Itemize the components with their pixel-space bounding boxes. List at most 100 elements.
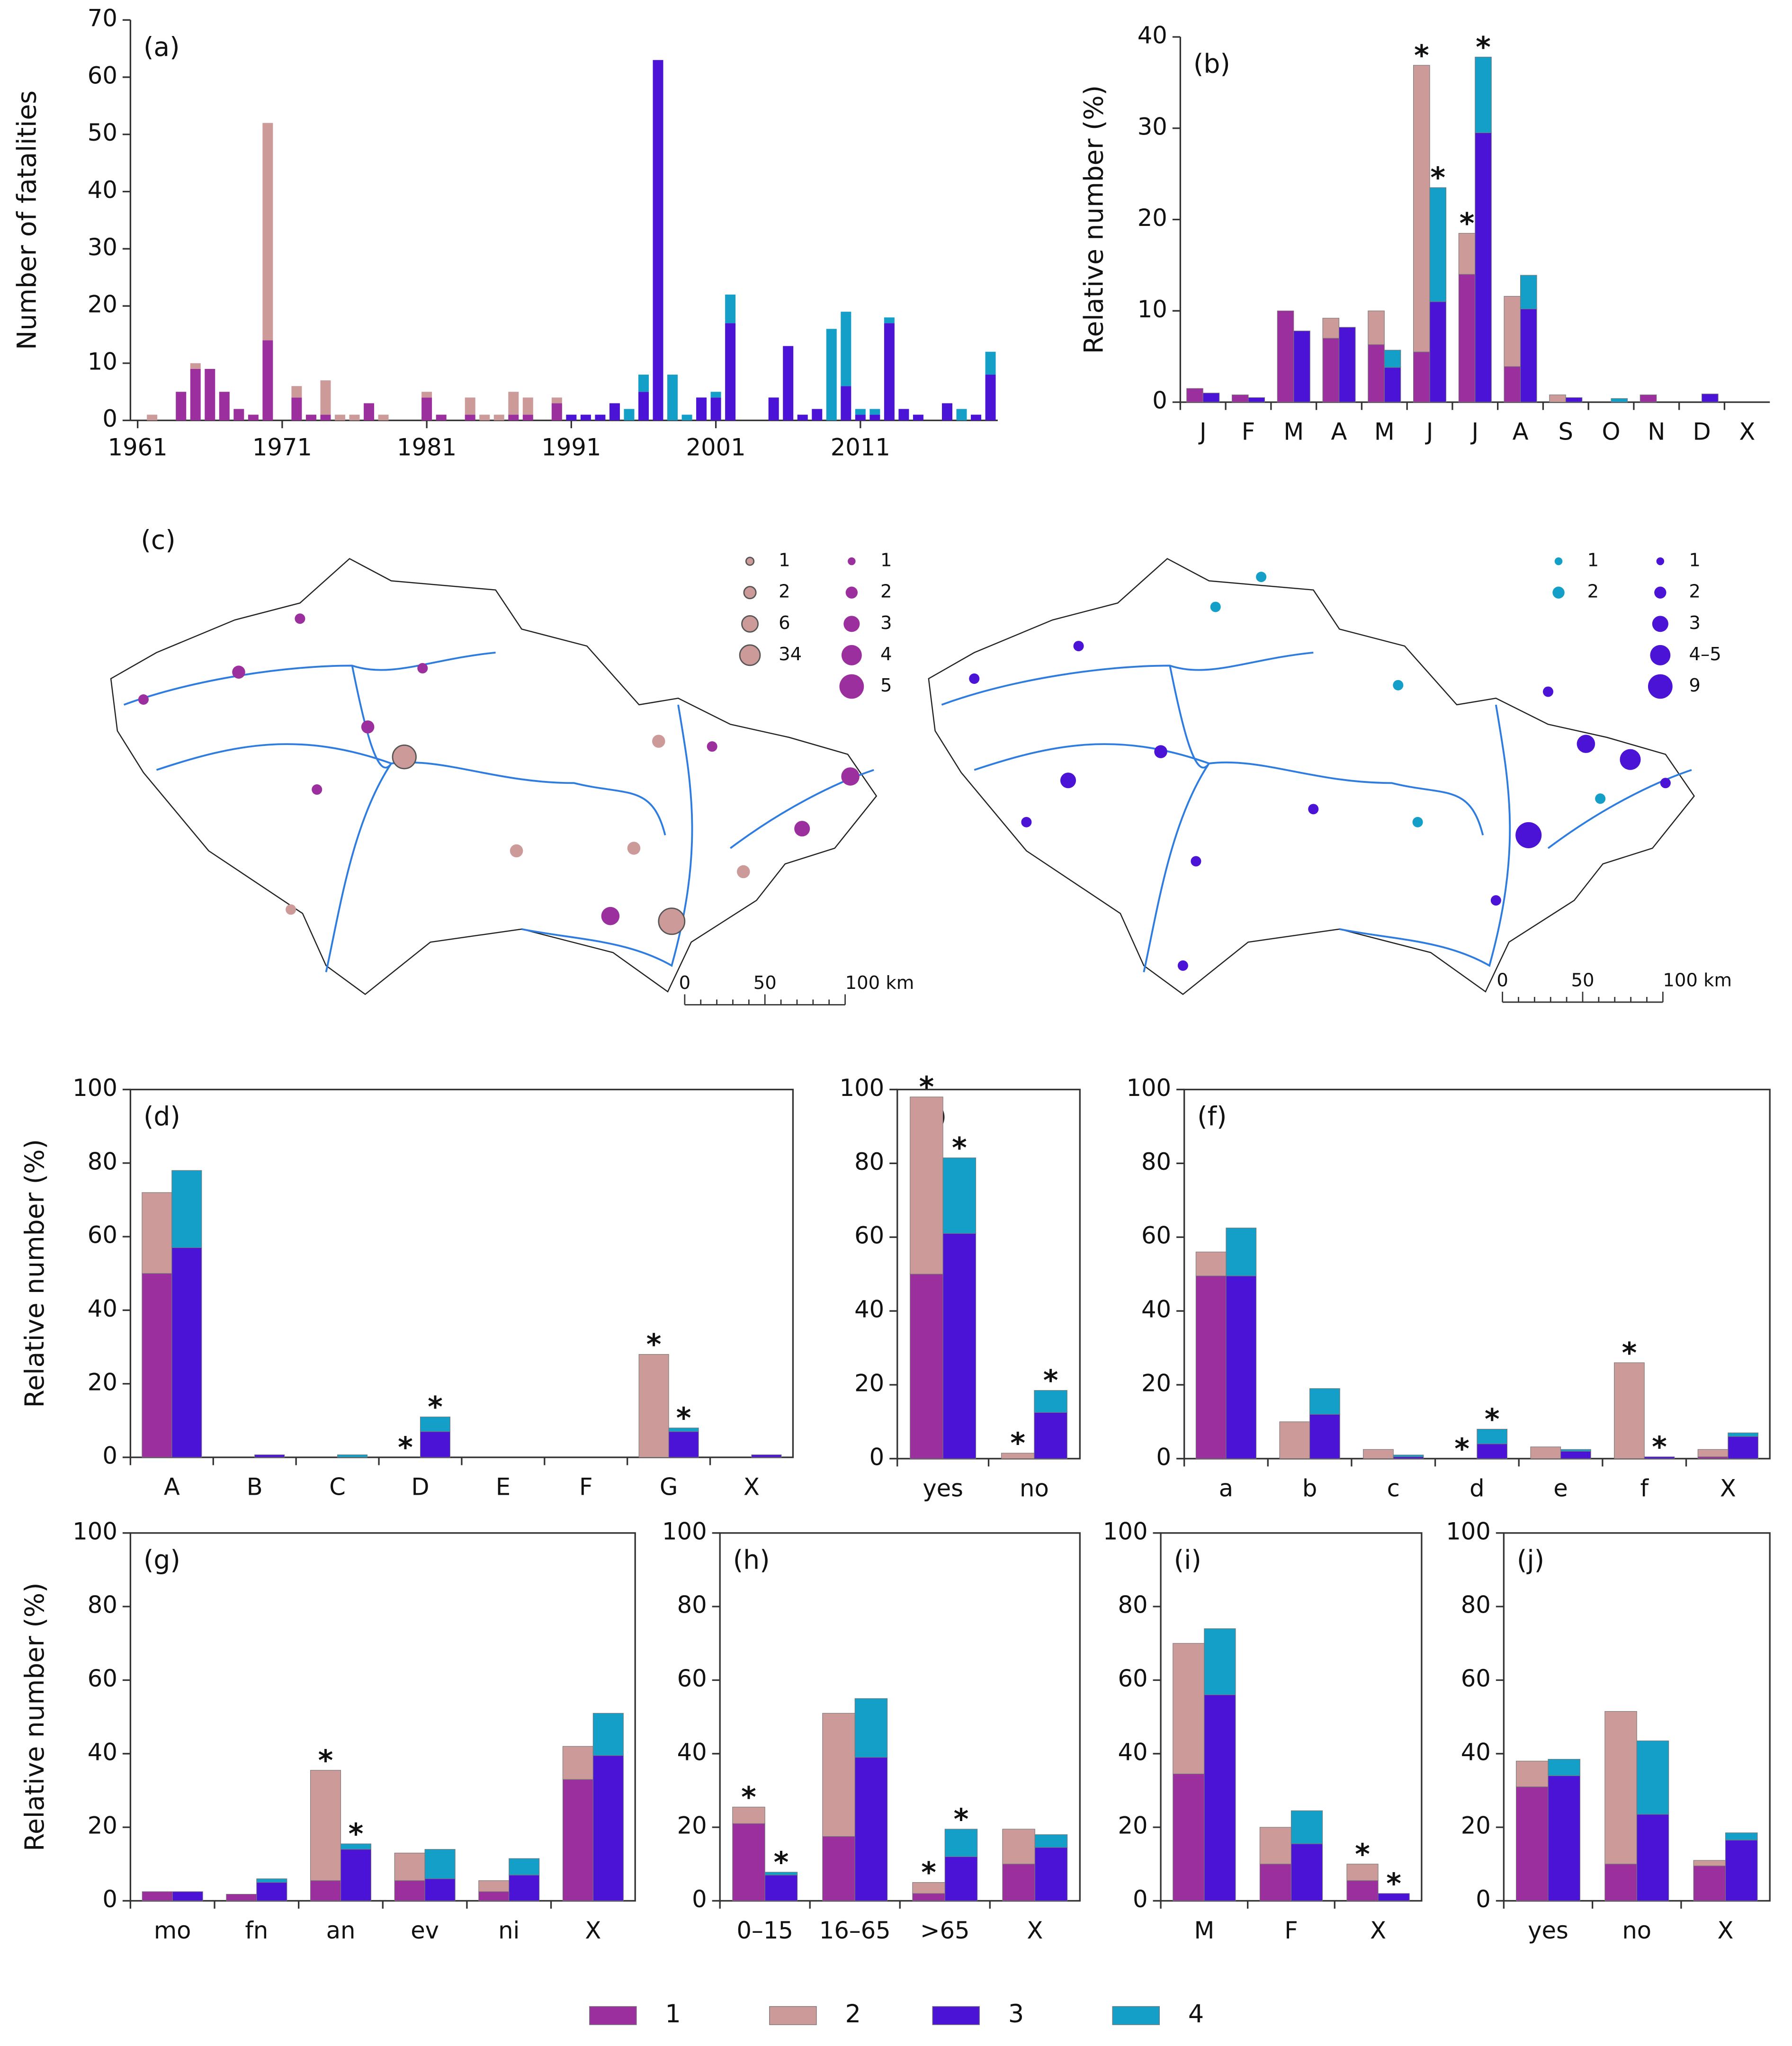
bar-segment <box>465 397 475 415</box>
bar-segment <box>1614 1362 1645 1459</box>
y-tick-label: 20 <box>677 1812 707 1840</box>
x-tick-label: X <box>744 1473 760 1501</box>
y-tick-label: 40 <box>88 1295 117 1322</box>
bar-segment <box>147 414 158 421</box>
panel-label: (f) <box>1197 1101 1227 1131</box>
map-dot <box>1177 960 1188 971</box>
bar-segment <box>1520 275 1537 310</box>
legend-swatch <box>589 2006 637 2025</box>
bar-segment <box>1604 1864 1637 1901</box>
significance-mark: * <box>1430 162 1445 195</box>
bar-segment <box>1226 1275 1257 1459</box>
bar-segment <box>509 1875 540 1901</box>
legend-swatch <box>932 2006 980 2025</box>
significance-mark: * <box>1485 1403 1500 1436</box>
x-tick-label: D <box>1693 418 1711 446</box>
bar-segment <box>522 397 533 415</box>
y-tick-label: 20 <box>1141 1369 1171 1397</box>
map-dot <box>295 613 305 624</box>
significance-mark: * <box>952 1132 967 1165</box>
plot-frame <box>129 1088 794 1458</box>
bar-segment <box>1477 1444 1508 1459</box>
bar-segment <box>913 414 923 421</box>
significance-mark: * <box>646 1328 662 1362</box>
y-tick-label: 20 <box>1118 1812 1147 1840</box>
x-tick-label: M <box>1283 418 1304 446</box>
y-tick-label: 20 <box>1461 1812 1491 1840</box>
x-tick-label: X <box>1718 1917 1734 1944</box>
bar-segment <box>493 414 504 421</box>
significance-mark: * <box>1043 1364 1058 1398</box>
map-dot <box>969 673 980 684</box>
panel-label: (a) <box>143 32 180 62</box>
bar-segment <box>421 392 432 398</box>
bar-segment <box>551 403 562 421</box>
significance-mark: * <box>1010 1427 1025 1460</box>
y-tick-label: 20 <box>854 1369 884 1397</box>
map-legend-label: 2 <box>880 581 892 602</box>
map-dot <box>1577 735 1595 753</box>
bar-segment <box>710 397 721 421</box>
map-dot <box>361 720 375 734</box>
bar-segment <box>944 1856 978 1901</box>
bar-segment <box>725 294 736 323</box>
bar-segment <box>190 363 201 369</box>
panel-label: (i) <box>1174 1545 1201 1575</box>
bar-segment <box>436 414 447 421</box>
y-tick-label: 0 <box>869 1443 885 1471</box>
bar-segment <box>985 351 996 375</box>
bar-segment <box>226 1893 257 1901</box>
bar-segment <box>854 1757 888 1901</box>
bar-segment <box>1346 1880 1379 1901</box>
bar-segment <box>1393 1456 1424 1459</box>
significance-mark: * <box>954 1803 969 1836</box>
map-legend-label: 3 <box>880 612 892 634</box>
y-tick-label: 20 <box>88 291 117 318</box>
significance-mark: * <box>921 1857 936 1890</box>
map-dot <box>1256 572 1267 583</box>
scale-label: 50 <box>1571 969 1594 991</box>
map-dot <box>1542 686 1554 697</box>
bar-segment <box>910 1274 943 1459</box>
x-tick-label: 1981 <box>397 434 457 461</box>
y-tick-label: 60 <box>88 62 117 89</box>
bar-segment <box>340 1843 371 1850</box>
bar-segment <box>595 414 606 421</box>
map-legend-dot <box>741 615 759 633</box>
bar-segment <box>869 409 880 415</box>
bar-segment <box>1202 393 1220 403</box>
map-legend-dot <box>1650 645 1671 665</box>
bar-segment <box>653 60 663 421</box>
y-axis-label: Relative number (%) <box>1078 85 1109 354</box>
bar-segment <box>1548 1759 1580 1776</box>
bar-segment <box>1504 366 1521 403</box>
bar-segment <box>1259 1864 1292 1901</box>
bar-segment <box>1293 331 1310 403</box>
bar-segment <box>1644 1456 1675 1459</box>
x-tick-label: M <box>1374 418 1395 446</box>
bar-segment <box>1504 296 1521 367</box>
map-dot <box>794 821 810 837</box>
bar-segment <box>1034 1847 1068 1901</box>
y-tick-label: 100 <box>72 1517 117 1545</box>
scale-label: 50 <box>753 972 777 994</box>
bar-segment <box>1549 395 1566 403</box>
bar-segment <box>1458 233 1476 275</box>
bar-segment <box>248 414 259 421</box>
map-legend-label: 1 <box>1689 550 1701 571</box>
map-dot <box>1060 772 1076 789</box>
bar-segment <box>822 1836 855 1901</box>
y-tick-label: 80 <box>854 1148 884 1176</box>
map-legend-label: 4–5 <box>1689 644 1721 665</box>
y-tick-label: 40 <box>1141 1296 1171 1323</box>
map-legend-dot <box>1554 557 1563 565</box>
bar-segment <box>1378 1893 1410 1901</box>
river <box>941 651 1692 973</box>
bar-segment <box>310 1880 341 1901</box>
bar-segment <box>971 414 982 421</box>
map-legend-label: 1 <box>779 550 790 571</box>
bar-segment <box>1384 367 1401 403</box>
bar-segment <box>1728 1432 1759 1437</box>
map-legend-dot <box>843 616 860 632</box>
